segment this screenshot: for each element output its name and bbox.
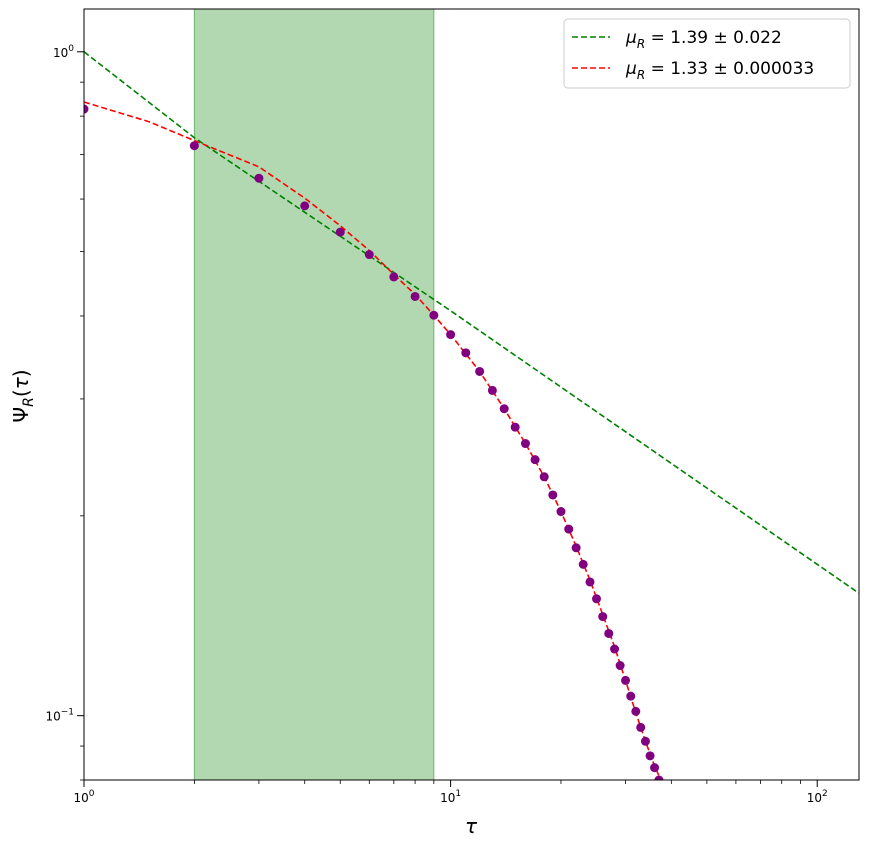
legend-box bbox=[563, 18, 851, 89]
data-point bbox=[254, 173, 264, 183]
data-point bbox=[571, 543, 581, 553]
x-axis: 100 101 102 bbox=[73, 780, 828, 805]
data-points bbox=[84, 104, 668, 794]
x-axis-label: τ bbox=[465, 814, 478, 838]
x-tick-label: 101 bbox=[440, 789, 461, 805]
y-axis: 10−1 100 bbox=[45, 44, 84, 781]
data-point bbox=[645, 751, 655, 761]
data-point bbox=[564, 524, 574, 534]
data-point bbox=[335, 227, 345, 237]
legend-label-1: μR = 1.39 ± 0.022 bbox=[625, 28, 782, 51]
y-tick-label: 100 bbox=[53, 44, 74, 60]
data-point bbox=[598, 612, 608, 622]
plot-area bbox=[83, 8, 860, 794]
data-point bbox=[578, 559, 588, 569]
data-point bbox=[389, 272, 399, 282]
data-point bbox=[621, 675, 631, 685]
data-point bbox=[461, 348, 471, 358]
data-point bbox=[300, 201, 310, 211]
data-point bbox=[410, 291, 420, 301]
x-tick-label: 100 bbox=[73, 789, 94, 805]
data-point bbox=[499, 404, 509, 414]
data-point bbox=[654, 775, 664, 780]
legend: μR = 1.39 ± 0.022 μR = 1.33 ± 0.000033 bbox=[563, 18, 851, 89]
y-axis-label: ΨR(τ) bbox=[9, 369, 37, 422]
data-point bbox=[640, 736, 650, 746]
data-point bbox=[487, 385, 497, 395]
y-tick-label: 10−1 bbox=[45, 708, 74, 724]
data-point bbox=[446, 330, 456, 340]
legend-label-2: μR = 1.33 ± 0.000033 bbox=[625, 59, 814, 82]
data-point bbox=[510, 422, 520, 432]
data-point bbox=[631, 706, 641, 716]
data-point bbox=[610, 644, 620, 654]
data-point bbox=[364, 250, 374, 260]
data-point bbox=[189, 141, 199, 151]
data-point bbox=[84, 104, 89, 114]
data-point bbox=[615, 661, 625, 671]
data-point bbox=[475, 366, 485, 376]
data-point bbox=[539, 472, 549, 482]
data-point bbox=[429, 310, 439, 320]
shaded-fit-range bbox=[193, 8, 435, 781]
data-point bbox=[636, 722, 646, 732]
fit-line-1 bbox=[84, 51, 859, 594]
data-point bbox=[659, 785, 668, 794]
data-point bbox=[650, 763, 660, 773]
data-point bbox=[604, 628, 614, 638]
data-point bbox=[548, 490, 558, 500]
data-point bbox=[592, 594, 601, 604]
data-point bbox=[626, 691, 636, 701]
data-point bbox=[556, 507, 566, 517]
data-point bbox=[585, 577, 595, 587]
data-point bbox=[530, 455, 540, 465]
plot-frame bbox=[83, 8, 860, 781]
x-tick-label: 102 bbox=[807, 789, 828, 805]
data-point bbox=[520, 439, 530, 449]
